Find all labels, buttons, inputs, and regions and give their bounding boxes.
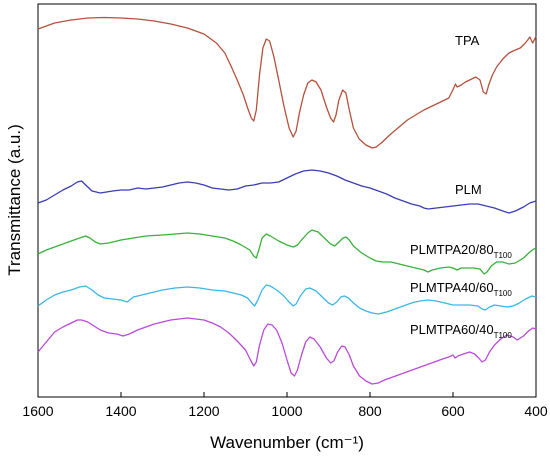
series-label-tpa: TPA (455, 33, 480, 48)
series-label-plm: PLM (455, 182, 482, 197)
y-axis-title: Transmittance (a.u.) (5, 124, 24, 275)
x-axis-title: Wavenumber (cm⁻¹) (210, 433, 364, 452)
x-tick-label: 1400 (105, 403, 136, 419)
x-tick-label: 1600 (22, 403, 53, 419)
series-label-plmtpa20-80: PLMTPA20/80T100 (410, 242, 512, 260)
series-label-plmtpa60-40: PLMTPA60/40T100 (410, 322, 512, 340)
series-line-plmtpa40-60 (37, 284, 537, 315)
series-line-tpa (37, 16, 537, 149)
x-tick-label: 1000 (271, 403, 302, 419)
series-line-plmtpa20-80 (37, 229, 537, 275)
series-labels: TPA PLM PLMTPA20/80T100 PLMTPA40/60T100 PLMT… (410, 33, 512, 340)
plot-area (37, 3, 537, 398)
series-label-plmtpa40-60: PLMTPA40/60T100 (410, 280, 512, 298)
series-line-plmtpa60-40 (37, 317, 537, 385)
x-tick-label: 600 (441, 403, 465, 419)
series-line-plm (37, 169, 537, 214)
x-tick-label: 400 (524, 403, 548, 419)
x-tick-label: 800 (358, 403, 382, 419)
x-tick-label: 1200 (188, 403, 219, 419)
x-axis: 1600 1400 1200 1000 800 600 400 (22, 392, 548, 419)
series-layer (37, 16, 537, 385)
